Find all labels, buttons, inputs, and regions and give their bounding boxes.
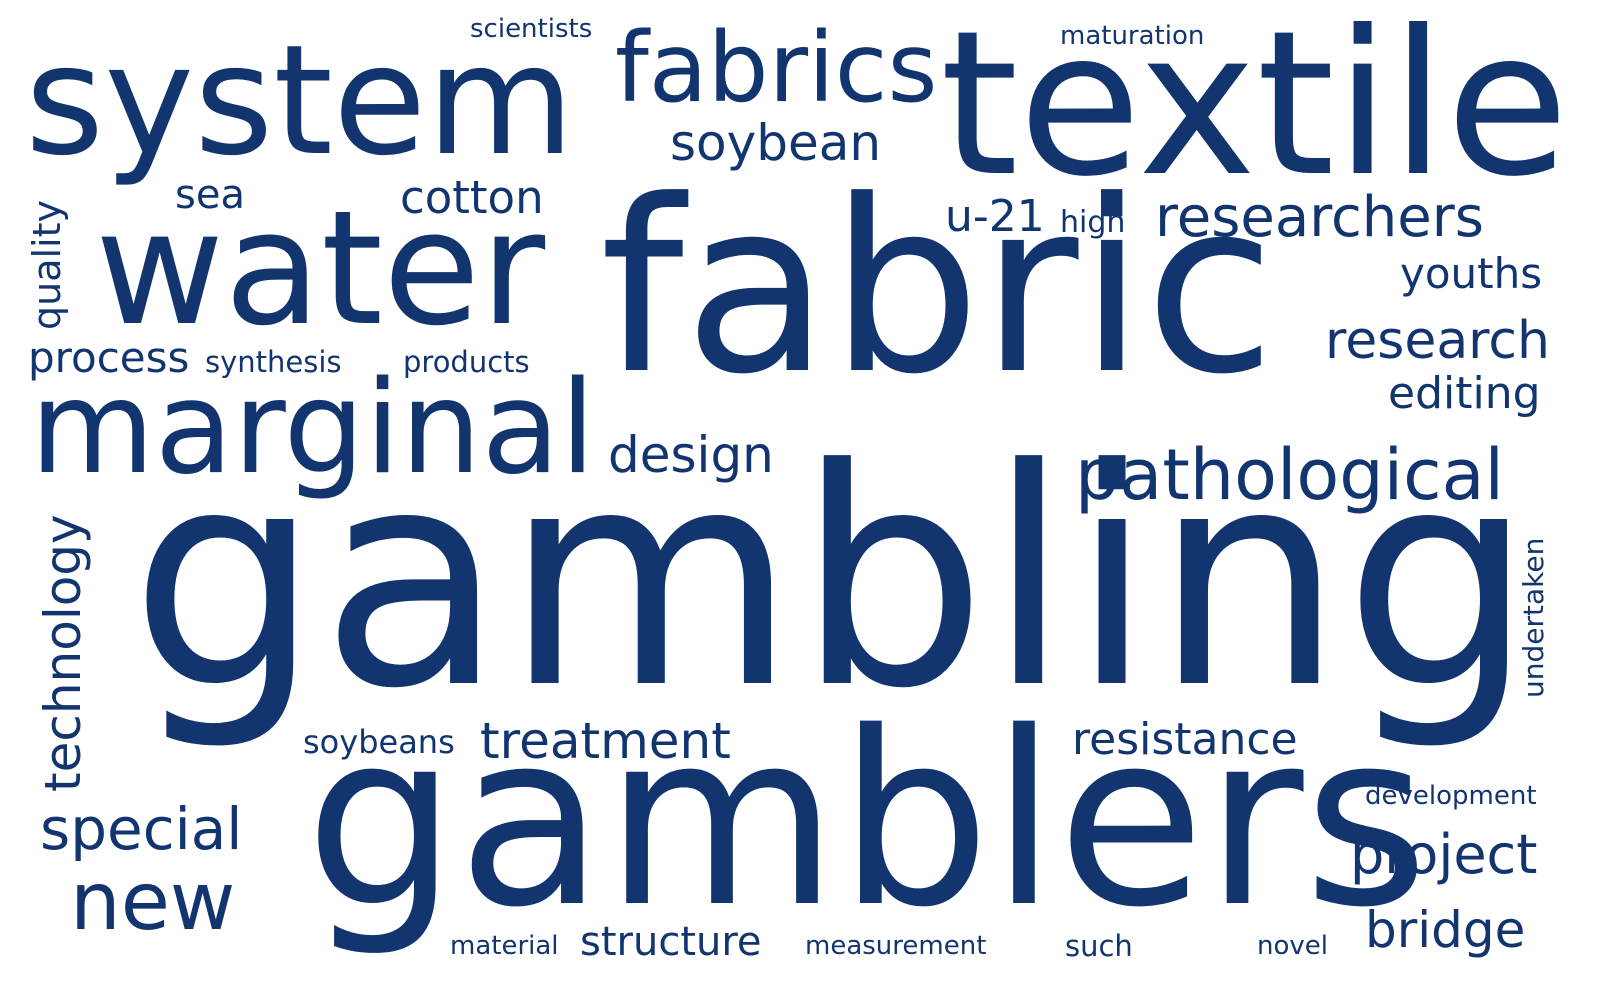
word-quality: quality xyxy=(25,200,69,330)
word-undertaken: undertaken xyxy=(1517,537,1550,698)
word-editing: editing xyxy=(1388,368,1541,419)
word-sea: sea xyxy=(175,172,245,218)
word-synthesis: synthesis xyxy=(205,345,342,379)
word-process: process xyxy=(28,333,190,382)
word-pathological: pathological xyxy=(1075,434,1504,516)
word-material: material xyxy=(450,931,559,961)
word-system: system xyxy=(25,12,575,189)
word-project: project xyxy=(1350,823,1538,886)
word-new: new xyxy=(70,855,236,948)
word-youths: youths xyxy=(1400,249,1543,298)
word-fabric: fabric xyxy=(600,150,1276,427)
word-fabrics: fabrics xyxy=(615,12,938,124)
word-gamblers: gamblers xyxy=(305,680,1429,960)
word-measurement: measurement xyxy=(805,931,987,961)
word-special: special xyxy=(40,795,243,863)
word-development: development xyxy=(1365,781,1537,811)
word-maturation: maturation xyxy=(1060,21,1205,51)
word-scientists: scientists xyxy=(470,14,593,44)
word-such: such xyxy=(1065,929,1133,963)
word-cotton: cotton xyxy=(400,171,544,224)
word-products: products xyxy=(403,345,530,379)
word-technology: technology xyxy=(34,514,92,792)
word-high: high xyxy=(1060,205,1126,240)
word-u21: u-21 xyxy=(945,191,1045,242)
word-research: research xyxy=(1325,311,1550,371)
word-structure: structure xyxy=(580,919,762,965)
word-water: water xyxy=(95,177,546,361)
word-textile: textile xyxy=(940,0,1569,221)
word-researchers: researchers xyxy=(1155,185,1484,250)
word-novel: novel xyxy=(1257,931,1328,961)
word-treatment: treatment xyxy=(480,712,731,770)
word-soybean: soybean xyxy=(670,114,882,172)
word-gambling: gambling xyxy=(130,405,1535,754)
word-soybeans: soybeans xyxy=(303,723,455,761)
word-resistance: resistance xyxy=(1072,714,1298,765)
word-bridge: bridge xyxy=(1365,901,1526,959)
word-marginal: marginal xyxy=(30,354,596,503)
word-design: design xyxy=(608,426,774,484)
